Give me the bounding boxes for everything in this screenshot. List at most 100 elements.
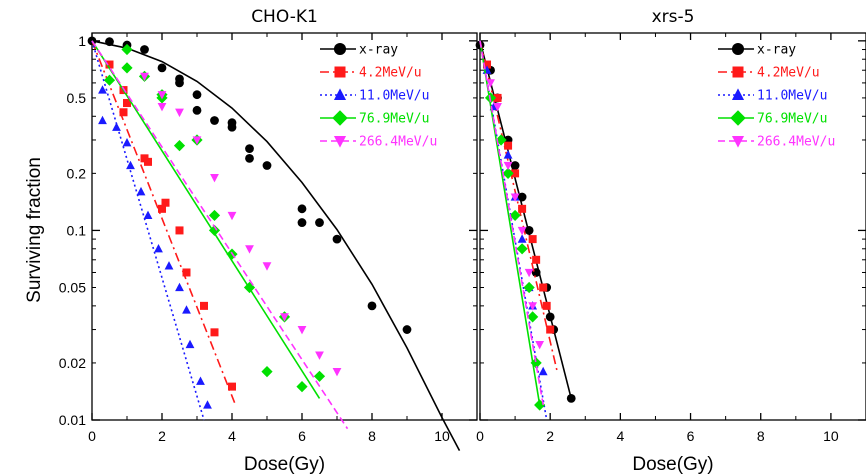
data-point bbox=[511, 169, 520, 178]
data-point bbox=[527, 311, 539, 323]
y-axis-title: Surviving fraction bbox=[24, 157, 45, 303]
legend-marker bbox=[333, 42, 347, 56]
data-point bbox=[315, 351, 324, 360]
data-point bbox=[297, 204, 307, 214]
data-point bbox=[121, 43, 133, 56]
legend-marker bbox=[332, 110, 348, 126]
data-point bbox=[313, 370, 326, 382]
data-point bbox=[493, 93, 502, 102]
data-point bbox=[210, 116, 219, 125]
data-point bbox=[175, 282, 184, 292]
x-tick-label: 2 bbox=[546, 428, 554, 444]
data-point bbox=[126, 160, 135, 170]
legend-label: x-ray bbox=[757, 43, 796, 58]
data-point bbox=[144, 157, 152, 166]
data-point bbox=[539, 283, 548, 292]
data-point bbox=[175, 226, 184, 235]
y-tick-label: 0.5 bbox=[67, 90, 87, 106]
x-tick-label: 10 bbox=[823, 428, 839, 444]
data-point bbox=[228, 382, 236, 391]
data-point bbox=[157, 63, 167, 73]
data-point bbox=[158, 204, 166, 213]
data-point bbox=[208, 224, 221, 237]
y-tick-label: 0.02 bbox=[59, 355, 86, 371]
legend-marker bbox=[334, 66, 346, 78]
data-point bbox=[297, 218, 307, 227]
legend-label: 76.9MeV/u bbox=[757, 112, 827, 127]
data-point bbox=[154, 243, 163, 253]
y-tick-label: 0.1 bbox=[67, 222, 87, 238]
panel-0: CHO-K1 Dose(Gy) 0 2 4 6 8 10 1 0.5 0.2 0.1 0.05 0.02 0… bbox=[59, 7, 478, 475]
fit-line-3 bbox=[91, 40, 321, 399]
y-tick-label: 0.01 bbox=[59, 412, 86, 428]
panel-1: xrs-5 Dose(Gy) 0 2 4 6 8 10 x-ray 4.2MeV/u 11.0MeV… bbox=[475, 7, 866, 475]
x-tick-label: 10 bbox=[434, 428, 450, 444]
y-tick-label: 0.2 bbox=[67, 165, 87, 181]
data-point bbox=[112, 122, 121, 131]
legend-label: 4.2MeV/u bbox=[757, 66, 820, 81]
data-point bbox=[504, 141, 513, 150]
data-point bbox=[98, 115, 107, 125]
x-tick-label: 2 bbox=[158, 428, 166, 444]
panel-title: xrs-5 bbox=[652, 7, 695, 27]
data-point bbox=[510, 161, 520, 170]
data-point bbox=[192, 136, 202, 145]
data-point bbox=[105, 37, 114, 47]
data-point bbox=[210, 173, 219, 183]
data-point bbox=[140, 72, 149, 82]
data-point bbox=[332, 234, 342, 244]
data-point bbox=[261, 366, 273, 378]
data-point bbox=[192, 105, 202, 115]
data-point bbox=[517, 234, 527, 243]
x-tick-label: 4 bbox=[228, 428, 236, 444]
data-point bbox=[535, 340, 545, 350]
data-point bbox=[546, 325, 555, 334]
legend-marker bbox=[731, 42, 745, 56]
data-point bbox=[524, 268, 534, 278]
data-point bbox=[122, 137, 132, 147]
data-point bbox=[196, 376, 205, 385]
data-point bbox=[517, 192, 527, 202]
data-point bbox=[524, 226, 534, 235]
x-tick-label: 6 bbox=[298, 428, 306, 444]
data-point bbox=[493, 102, 502, 112]
data-point bbox=[528, 235, 537, 244]
data-point bbox=[227, 118, 237, 128]
data-point bbox=[528, 302, 538, 311]
data-point bbox=[486, 79, 495, 88]
data-point bbox=[140, 45, 149, 54]
legend-label: 266.4MeV/u bbox=[757, 135, 835, 150]
legend-marker bbox=[731, 88, 745, 100]
x-tick-label: 4 bbox=[616, 428, 624, 444]
legend-marker bbox=[732, 66, 744, 78]
data-point bbox=[516, 243, 528, 255]
data-point bbox=[534, 399, 546, 411]
data-point bbox=[566, 393, 576, 403]
legend-label: x-ray bbox=[359, 43, 398, 58]
data-point bbox=[402, 325, 412, 334]
fit-line-4 bbox=[91, 40, 349, 430]
data-point bbox=[245, 144, 254, 154]
data-point bbox=[262, 262, 272, 271]
data-point bbox=[280, 313, 289, 322]
data-point bbox=[227, 211, 237, 221]
data-point bbox=[123, 99, 131, 108]
data-point bbox=[98, 85, 107, 94]
data-point bbox=[157, 102, 167, 112]
data-point bbox=[545, 312, 555, 322]
x-tick-label: 0 bbox=[476, 428, 484, 444]
data-point bbox=[502, 167, 514, 179]
legend-marker bbox=[333, 88, 347, 100]
x-tick-label: 0 bbox=[88, 428, 96, 444]
data-point bbox=[119, 108, 128, 117]
y-tick-label: 0.05 bbox=[59, 279, 86, 295]
data-point bbox=[538, 366, 548, 376]
data-point bbox=[262, 161, 272, 170]
data-point bbox=[185, 339, 195, 349]
data-point bbox=[175, 108, 184, 118]
data-point bbox=[192, 90, 202, 100]
legend-marker bbox=[731, 136, 745, 148]
x-tick-label: 8 bbox=[368, 428, 376, 444]
data-point bbox=[208, 209, 221, 222]
